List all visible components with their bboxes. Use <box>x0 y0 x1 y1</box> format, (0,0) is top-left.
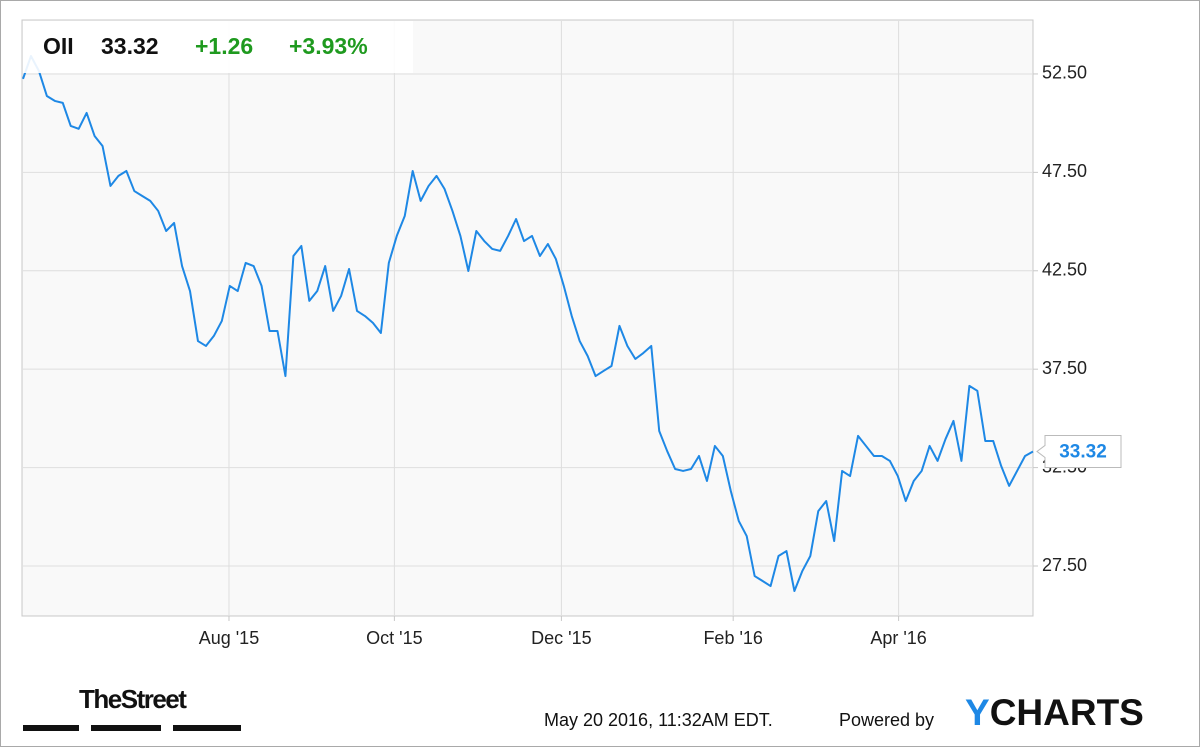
price: 33.32 <box>101 33 159 59</box>
y-tick-label: 52.50 <box>1042 63 1087 83</box>
logo-bar <box>173 725 241 731</box>
brand-rest: CHARTS <box>990 692 1144 733</box>
change-pct: +3.93% <box>289 33 368 59</box>
series <box>22 55 1034 592</box>
brand-y: Y <box>965 692 990 733</box>
y-tick-label: 27.50 <box>1042 555 1087 575</box>
grid <box>23 21 1038 621</box>
header-box <box>23 21 413 73</box>
y-tick-label: 37.50 <box>1042 358 1087 378</box>
x-tick-label: Aug '15 <box>199 628 260 648</box>
plot-area <box>21 19 1034 617</box>
logo-bar <box>23 725 79 731</box>
publisher-logo: TheStreet <box>79 684 187 714</box>
powered-by: Powered by <box>839 710 934 730</box>
x-tick-label: Apr '16 <box>870 628 926 648</box>
x-tick-label: Dec '15 <box>531 628 591 648</box>
y-tick-label: 47.50 <box>1042 161 1087 181</box>
last-value-label: 33.32 <box>1059 441 1107 462</box>
last-value-tag <box>1036 434 1122 468</box>
brand: YCHARTS <box>965 692 1144 733</box>
x-tick-label: Feb '16 <box>703 628 762 648</box>
price-line <box>22 55 1034 592</box>
change: +1.26 <box>195 33 253 59</box>
ticker: OII <box>43 33 74 59</box>
y-tick-label: 42.50 <box>1042 260 1087 280</box>
logo-bar <box>91 725 161 731</box>
timestamp: May 20 2016, 11:32AM EDT. <box>544 710 773 730</box>
x-tick-label: Oct '15 <box>366 628 422 648</box>
